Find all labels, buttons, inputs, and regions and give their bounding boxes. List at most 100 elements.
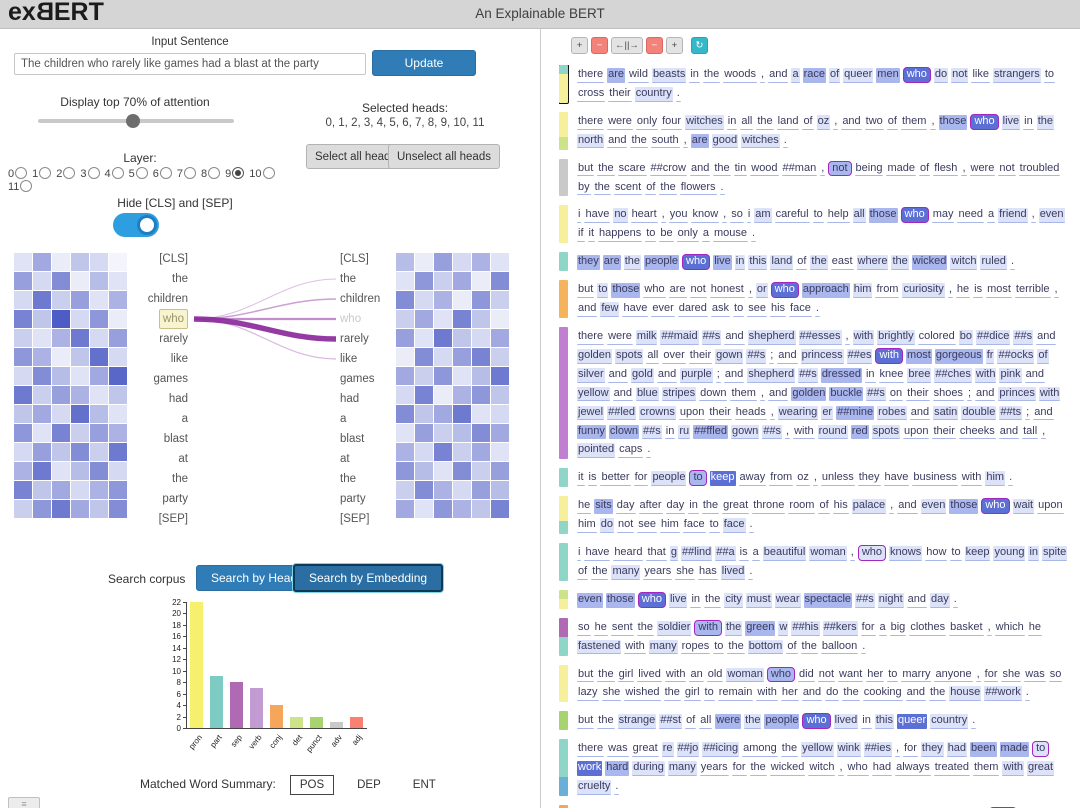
corpus-token[interactable]: his [769, 302, 787, 317]
corpus-toolbar-button-2[interactable]: ←||→ [611, 37, 643, 54]
corpus-token[interactable]: round [817, 424, 848, 440]
layer-radio-4[interactable]: 4 [105, 167, 124, 180]
heatmap-cell[interactable] [453, 291, 471, 309]
corpus-token[interactable]: were [969, 162, 996, 177]
corpus-token[interactable]: this [874, 714, 894, 730]
layer-radio-button[interactable] [39, 167, 52, 179]
corpus-token[interactable]: the [724, 620, 743, 636]
attention-token[interactable]: the [340, 473, 356, 485]
corpus-token[interactable]: , [722, 208, 728, 224]
heatmap-cell[interactable] [491, 291, 509, 309]
corpus-token[interactable]: if [577, 227, 585, 243]
heatmap-cell[interactable] [415, 310, 433, 328]
corpus-token[interactable]: to [1043, 68, 1055, 83]
attention-token[interactable]: had [168, 393, 188, 405]
heatmap-cell[interactable] [33, 329, 51, 347]
corpus-token[interactable]: do [599, 518, 614, 533]
corpus-token[interactable]: years [699, 761, 729, 776]
corpus-token[interactable]: and [689, 162, 711, 177]
attention-token[interactable]: at [340, 453, 350, 465]
heatmap-cell[interactable] [109, 386, 127, 404]
match-strip[interactable] [559, 589, 568, 609]
corpus-token[interactable]: face [722, 518, 746, 533]
corpus-token[interactable]: is [587, 471, 598, 487]
heatmap-cell[interactable] [472, 500, 490, 518]
corpus-token[interactable]: for [731, 761, 747, 776]
corpus-token[interactable]: people [764, 714, 800, 730]
corpus-token[interactable]: him [660, 518, 680, 533]
corpus-token[interactable]: to [812, 208, 824, 224]
corpus-token[interactable]: was [1024, 668, 1046, 683]
corpus-token[interactable]: his [832, 499, 849, 514]
corpus-token[interactable]: ##maid [660, 329, 699, 345]
corpus-token[interactable]: face [789, 302, 812, 317]
corpus-token[interactable]: tall [1022, 425, 1039, 440]
corpus-token[interactable]: basket [949, 621, 984, 636]
corpus-token[interactable]: witch [950, 255, 978, 270]
corpus-token[interactable]: so [577, 621, 591, 636]
corpus-token[interactable]: , [844, 330, 850, 345]
heatmap-cell[interactable] [109, 310, 127, 328]
corpus-token[interactable]: . [782, 134, 788, 149]
corpus-token[interactable]: have [584, 546, 611, 561]
corpus-token[interactable]: only [635, 115, 659, 130]
heatmap-cell[interactable] [14, 462, 32, 480]
corpus-token[interactable]: the [630, 134, 648, 149]
corpus-token[interactable]: land [776, 115, 800, 130]
heatmap-cell[interactable] [71, 348, 89, 366]
heatmap-cell[interactable] [109, 424, 127, 442]
match-strip[interactable] [559, 617, 568, 656]
heatmap-cell[interactable] [109, 367, 127, 385]
corpus-token[interactable]: . [719, 181, 725, 196]
corpus-token[interactable]: great [722, 499, 750, 514]
corpus-token[interactable]: the [597, 162, 615, 177]
corpus-token[interactable]: ##led [607, 405, 636, 421]
corpus-token[interactable]: who [643, 283, 666, 298]
corpus-token[interactable]: witch [808, 761, 836, 776]
heatmap-cell[interactable] [491, 272, 509, 290]
corpus-token[interactable]: heart [630, 208, 658, 224]
corpus-token[interactable]: in [1023, 115, 1034, 130]
corpus-token[interactable]: , [769, 406, 775, 421]
match-strip[interactable] [559, 111, 568, 150]
heatmap-cell[interactable] [491, 424, 509, 442]
corpus-token[interactable]: wished [624, 686, 661, 702]
heatmap-cell[interactable] [453, 462, 471, 480]
corpus-token[interactable]: be [659, 227, 674, 243]
corpus-token[interactable]: treated [933, 761, 970, 776]
corpus-result[interactable]: he sits day after day in the great throne room of h… [559, 496, 1074, 535]
corpus-token[interactable]: so [730, 208, 744, 224]
corpus-token[interactable]: their [608, 87, 632, 102]
corpus-token[interactable]: has [698, 565, 718, 580]
corpus-token[interactable]: so [1048, 668, 1063, 683]
corpus-token[interactable]: ##a [715, 546, 736, 561]
corpus-token[interactable]: and [777, 349, 798, 364]
corpus-token[interactable]: live [1001, 114, 1021, 130]
corpus-token[interactable]: over [662, 349, 686, 364]
corpus-token[interactable]: made [999, 742, 1030, 758]
heatmap-cell[interactable] [90, 424, 108, 442]
corpus-token[interactable]: wink [836, 742, 861, 758]
heatmap-cell[interactable] [415, 291, 433, 309]
layer-radio-button[interactable] [111, 167, 124, 179]
corpus-token[interactable]: the [701, 499, 720, 514]
corpus-token[interactable]: day [665, 499, 686, 514]
corpus-token[interactable]: . [1008, 471, 1014, 487]
heatmap-cell[interactable] [71, 462, 89, 480]
attention-token[interactable]: blast [340, 433, 365, 445]
heatmap-cell[interactable] [14, 481, 32, 499]
corpus-token[interactable]: crowns [639, 405, 676, 421]
attention-token[interactable]: [SEP] [158, 513, 188, 525]
corpus-token[interactable]: need [957, 208, 984, 224]
corpus-token[interactable]: pointed [577, 443, 616, 459]
layer-radio-button[interactable] [232, 167, 245, 179]
corpus-token[interactable]: ##s [855, 592, 875, 608]
heatmap-cell[interactable] [396, 367, 414, 385]
heatmap-cell[interactable] [52, 367, 70, 385]
corpus-token[interactable]: of [919, 162, 931, 177]
heatmap-cell[interactable] [33, 367, 51, 385]
corpus-token[interactable]: the [749, 761, 767, 776]
corpus-token[interactable]: with [852, 329, 875, 345]
corpus-token[interactable]: she [1001, 668, 1022, 683]
corpus-token[interactable]: ##s [642, 424, 662, 440]
